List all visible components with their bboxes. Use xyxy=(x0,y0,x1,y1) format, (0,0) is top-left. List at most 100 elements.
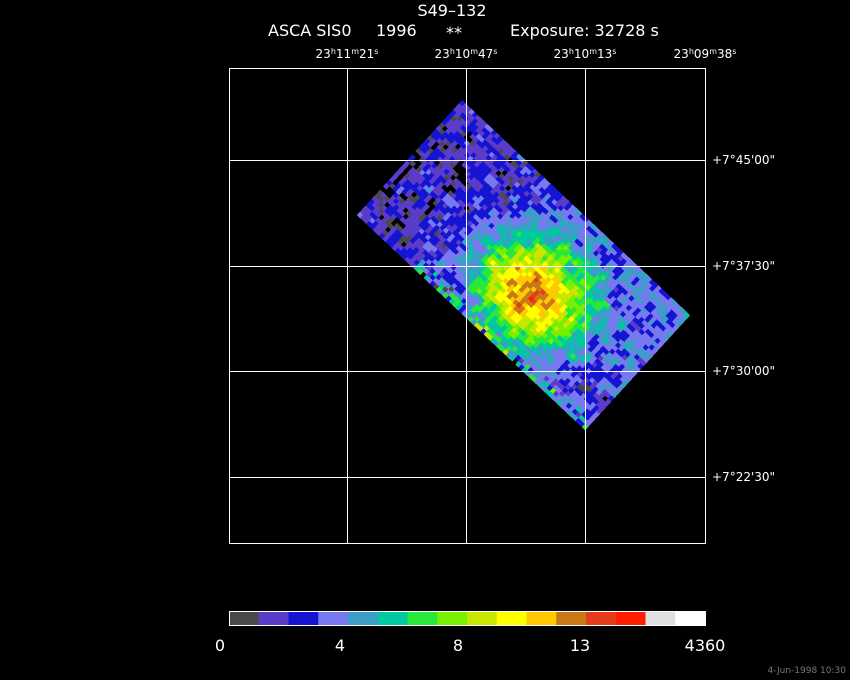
pixel xyxy=(381,223,389,230)
pixel xyxy=(409,154,416,161)
pixel xyxy=(430,138,437,145)
pixel xyxy=(397,238,404,245)
pixel xyxy=(677,318,685,325)
dec-labels: +7°45'00" +7°37'30" +7°30'00" +7°22'30" xyxy=(712,153,775,484)
ra-label: 23h11m21s xyxy=(316,47,379,61)
pixel xyxy=(403,160,410,168)
pixel xyxy=(375,211,382,218)
pixel xyxy=(407,188,415,195)
ra-label: 23h09m38s xyxy=(674,47,737,61)
image xyxy=(356,100,691,431)
pixel xyxy=(399,204,406,211)
colorbar-swatch xyxy=(258,611,289,625)
pixel xyxy=(437,181,445,188)
ra-value: 11 xyxy=(336,47,351,61)
ra-unit: s xyxy=(374,47,378,56)
pixel xyxy=(409,160,417,167)
pixel xyxy=(460,202,467,209)
pixel xyxy=(427,141,434,148)
frame xyxy=(229,68,706,544)
year: 1996 xyxy=(376,21,417,40)
pixel xyxy=(394,170,402,177)
ra-value: 23 xyxy=(316,47,331,61)
colorbar-swatch xyxy=(467,611,498,625)
pixel xyxy=(590,414,597,421)
pixel xyxy=(498,166,505,174)
dec-label: +7°37'30" xyxy=(712,259,775,273)
pixel xyxy=(672,324,679,332)
ra-value: 23 xyxy=(674,47,689,61)
pixel xyxy=(460,130,467,138)
pixel xyxy=(628,372,635,380)
ra-unit: h xyxy=(569,47,574,56)
colorbar-swatch xyxy=(318,611,349,625)
ra-value: 10 xyxy=(574,47,589,61)
pixel xyxy=(380,198,388,206)
dec-label: +7°22'30" xyxy=(712,470,775,484)
pixel xyxy=(607,395,615,402)
pixel xyxy=(503,154,511,161)
pixel xyxy=(443,180,451,188)
ra-unit: m xyxy=(709,47,717,56)
pixel xyxy=(666,331,673,338)
pixel xyxy=(508,355,516,362)
pixel xyxy=(625,375,632,383)
pixel xyxy=(391,173,399,180)
pixel xyxy=(446,171,454,179)
pixel xyxy=(642,356,650,364)
pixel xyxy=(622,379,629,386)
pixel xyxy=(430,156,438,164)
pixel xyxy=(387,216,394,224)
title: S49–132 xyxy=(417,1,486,20)
pixel xyxy=(439,140,446,148)
ra-value: 10 xyxy=(455,47,470,61)
ra-unit: h xyxy=(450,47,455,56)
ra-value: 47 xyxy=(478,47,493,61)
pixel xyxy=(651,347,659,354)
colorbar-label: 4 xyxy=(335,636,345,655)
colorbar-label: 0 xyxy=(215,636,225,655)
exposure: Exposure: 32728 s xyxy=(510,21,659,40)
ra-unit: m xyxy=(351,47,359,56)
colorbar-swatch xyxy=(229,611,260,625)
flag: ** xyxy=(446,23,462,42)
ra-value: 13 xyxy=(597,47,612,61)
timestamp: 4-Jun-1998 10:30 xyxy=(768,666,847,676)
pixel xyxy=(637,363,644,370)
dec-label: +7°30'00" xyxy=(712,364,775,378)
pixel xyxy=(420,206,428,214)
pixel xyxy=(683,312,691,319)
pixel xyxy=(663,334,670,341)
pixel xyxy=(593,411,600,418)
pixel xyxy=(680,315,688,322)
pixel xyxy=(587,417,594,424)
pixel xyxy=(417,268,424,276)
pixel xyxy=(452,171,460,178)
colorbar-label: 13 xyxy=(570,636,590,655)
pixel xyxy=(648,350,656,357)
pixel xyxy=(399,210,406,217)
pixel xyxy=(449,162,456,169)
colorbar-swatch xyxy=(348,611,379,625)
coordinate-grid xyxy=(229,68,706,544)
ra-unit: s xyxy=(732,47,736,56)
pixel xyxy=(395,188,402,196)
pixel xyxy=(451,140,458,147)
ra-value: 23 xyxy=(554,47,569,61)
ra-unit: s xyxy=(612,47,616,56)
pixel xyxy=(581,423,589,431)
pixel xyxy=(390,213,397,221)
colorbar-swatch xyxy=(615,611,646,625)
pixel xyxy=(645,353,653,361)
pixel xyxy=(657,340,664,348)
colorbar-swatch xyxy=(675,611,706,625)
colorbar-label: 4360 xyxy=(685,636,726,655)
pixel xyxy=(383,183,390,190)
pixel xyxy=(598,392,606,399)
ra-unit: m xyxy=(470,47,478,56)
pixel xyxy=(492,166,499,174)
ra-value: 38 xyxy=(717,47,732,61)
pixel xyxy=(654,343,662,351)
colorbar-swatch xyxy=(437,611,468,625)
